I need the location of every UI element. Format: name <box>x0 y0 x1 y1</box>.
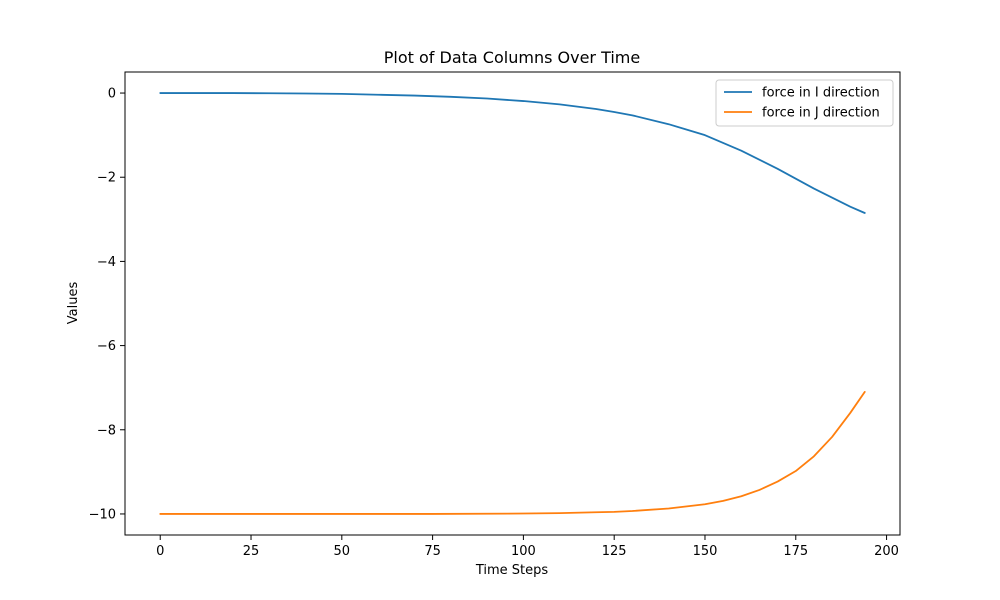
x-tick-label: 25 <box>243 544 260 559</box>
x-tick-label: 125 <box>602 544 627 559</box>
y-axis-label: Values <box>66 282 81 325</box>
y-tick-label: −10 <box>89 507 116 522</box>
series-line-2 <box>159 390 866 515</box>
x-tick-label: 200 <box>874 544 899 559</box>
chart-title: Plot of Data Columns Over Time <box>384 48 640 67</box>
series-line-1 <box>159 92 866 214</box>
y-tick-label: 0 <box>108 87 116 102</box>
legend-box <box>715 79 894 127</box>
x-tick-label: 150 <box>693 544 718 559</box>
x-tick-label: 50 <box>334 544 351 559</box>
axes-frame <box>124 71 901 536</box>
legend-label: force in J direction <box>762 106 880 121</box>
y-tick-label: −2 <box>97 171 116 186</box>
x-tick-label: 0 <box>156 544 164 559</box>
plot-area: 0 25 50 75 100 125 150 175 200 0 −2 −4 −6 −8 −10 <box>89 71 901 559</box>
x-tick-label: 175 <box>783 544 808 559</box>
y-tick-label: −6 <box>97 339 116 354</box>
x-axis-label: Time Steps <box>475 563 549 578</box>
x-tick-label: 100 <box>511 544 536 559</box>
legend: force in I direction force in J direction <box>715 79 894 127</box>
y-tick-label: −8 <box>97 423 116 438</box>
y-tick-label: −4 <box>97 255 116 270</box>
x-tick-label: 75 <box>424 544 441 559</box>
legend-label: force in I direction <box>762 86 880 101</box>
